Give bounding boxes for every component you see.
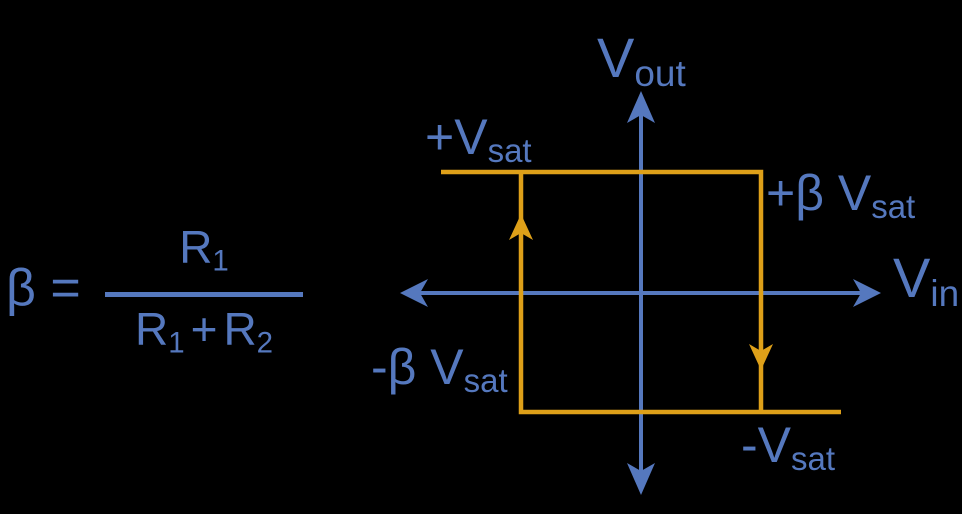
axis-arrow-right-icon — [853, 279, 881, 307]
rising-transition-arrow-icon — [509, 214, 533, 240]
vout-label-base: V — [597, 26, 635, 89]
numerator-r-text: R — [179, 221, 213, 273]
denominator-r1-text: R — [134, 303, 169, 355]
denominator-r1-sub-text: 1 — [168, 326, 185, 360]
vout-label: Vout — [597, 30, 686, 93]
neg-beta-vsat-label: -β Vsat — [371, 342, 508, 397]
neg-beta-vsat-sub: sat — [463, 361, 508, 399]
neg-vsat-label: -Vsat — [741, 420, 835, 475]
fraction-denominator: R1 + R2 — [105, 306, 303, 358]
denominator-plus-text: + — [190, 303, 218, 355]
axis-arrow-left-icon — [400, 279, 428, 307]
axis-arrow-down-icon — [627, 463, 655, 495]
fraction-bar — [105, 292, 303, 297]
hysteresis-top-right-path — [441, 169, 764, 412]
falling-transition-arrow-icon — [749, 344, 773, 370]
vin-label-base: V — [893, 246, 931, 309]
pos-vsat-base: +V — [425, 109, 488, 165]
pos-beta-vsat-base: +β V — [766, 165, 872, 221]
denominator-r2-sub-text: 2 — [256, 326, 274, 360]
vout-label-sub: out — [634, 52, 686, 94]
formula-lhs: β = — [6, 262, 81, 314]
vin-label: Vin — [893, 250, 959, 313]
pos-vsat-sub: sat — [487, 131, 532, 169]
beta-equals-text: β = — [6, 259, 81, 317]
hysteresis-bottom-left-path — [518, 172, 841, 415]
neg-vsat-sub: sat — [791, 439, 836, 477]
vin-label-sub: in — [930, 272, 960, 314]
denominator-r2-text: R — [223, 303, 257, 355]
pos-beta-vsat-sub: sat — [871, 187, 916, 225]
pos-beta-vsat-label: +β Vsat — [766, 168, 915, 223]
pos-vsat-label: +Vsat — [425, 112, 532, 167]
axis-arrow-up-icon — [627, 91, 655, 123]
fraction-numerator: R1 — [105, 224, 303, 276]
neg-vsat-base: -V — [741, 417, 791, 473]
neg-beta-vsat-base: -β V — [371, 339, 464, 395]
numerator-sub-text: 1 — [212, 244, 229, 278]
